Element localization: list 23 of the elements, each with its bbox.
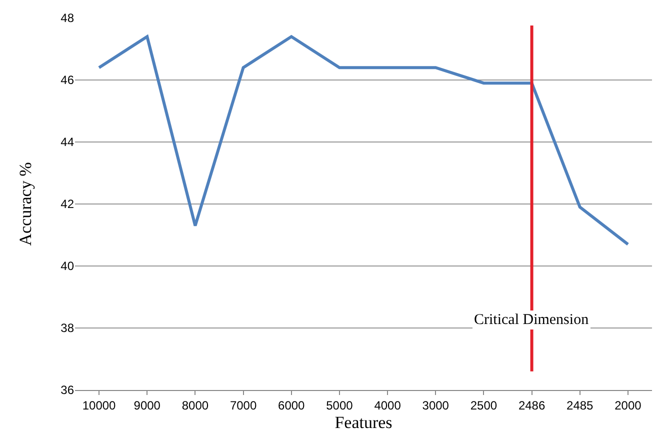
x-tick-label: 2486	[518, 398, 546, 412]
x-tick-label: 8000	[182, 398, 209, 412]
x-tick-label: 3000	[422, 398, 450, 412]
x-tick-label: 5000	[326, 398, 354, 412]
x-tick-label: 10000	[82, 398, 116, 412]
x-tick-label: 4000	[374, 398, 402, 412]
x-tick-label: 2000	[614, 398, 642, 412]
x-axis-title: Features	[334, 412, 392, 432]
x-tick-label: 9000	[134, 398, 161, 412]
y-tick-label: 38	[60, 321, 74, 336]
y-tick-label: 40	[60, 259, 74, 274]
x-tick-label: 2500	[470, 398, 498, 412]
y-axis-title: Accuracy %	[16, 162, 35, 246]
y-tick-label: 36	[60, 383, 74, 398]
x-tick-label: 6000	[278, 398, 306, 412]
ref-line-label: Critical Dimension	[474, 312, 590, 328]
y-tick-label: 42	[60, 197, 74, 212]
line-series	[98, 35, 630, 246]
y-tick-label: 44	[60, 135, 74, 150]
x-tick-label: 2485	[566, 398, 594, 412]
x-tick-label: 7000	[230, 398, 257, 412]
y-tick-label: 46	[60, 73, 74, 88]
y-tick-label: 48	[60, 11, 74, 26]
